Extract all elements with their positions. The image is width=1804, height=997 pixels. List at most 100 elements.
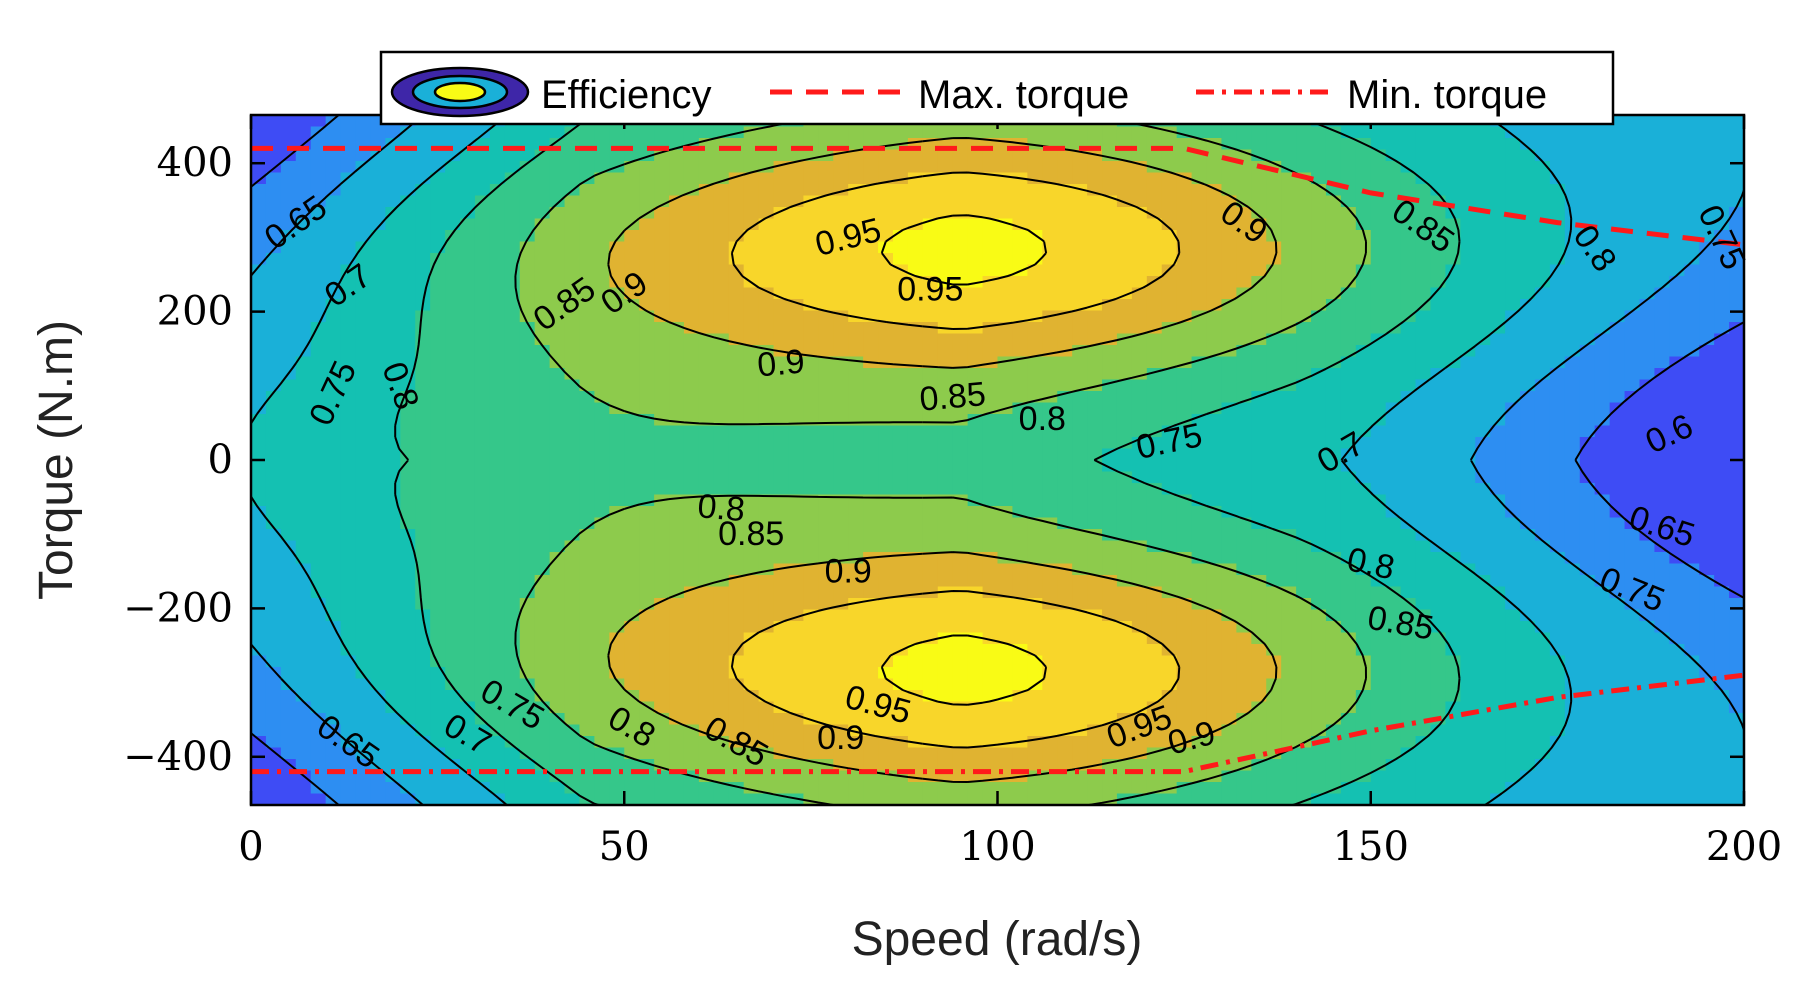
contour-fill-cell [430, 609, 446, 622]
contour-fill-cell [1534, 644, 1551, 657]
contour-fill-cell [728, 149, 745, 162]
contour-fill-cell [1340, 345, 1357, 358]
contour-fill-cell [1325, 207, 1342, 220]
contour-fill-cell [400, 678, 416, 691]
contour-fill-cell [683, 563, 700, 576]
contour-fill-cell [400, 644, 416, 657]
contour-fill-cell [579, 483, 595, 496]
contour-fill-cell [818, 563, 834, 576]
contour-fill-cell [370, 253, 386, 266]
contour-fill-cell [325, 598, 342, 611]
contour-fill-cell [1549, 471, 1566, 484]
contour-fill-cell [1131, 356, 1148, 369]
contour-fill-cell [415, 264, 431, 277]
contour-fill-cell [1311, 483, 1327, 496]
contour-fill-cell [1027, 287, 1043, 300]
contour-fill-cell [519, 356, 536, 369]
contour-fill-cell [1729, 368, 1745, 381]
contour-fill-cell [385, 402, 401, 415]
contour-fill-cell [1355, 471, 1372, 484]
contour-fill-cell [698, 644, 715, 657]
contour-fill-cell [848, 207, 864, 220]
contour-fill-cell [1699, 264, 1715, 277]
contour-fill-cell [1296, 483, 1312, 496]
contour-fill-cell [639, 333, 655, 346]
contour-fill-cell [1191, 299, 1208, 312]
contour-fill-cell [818, 667, 834, 680]
contour-fill-cell [415, 471, 431, 484]
contour-fill-cell [1534, 586, 1551, 599]
contour-fill-cell [1669, 264, 1685, 277]
contour-fill-cell [1549, 333, 1566, 346]
contour-fill-cell [280, 529, 297, 542]
contour-fill-cell [1296, 218, 1312, 231]
contour-fill-cell [1206, 655, 1223, 668]
contour-fill-cell [922, 161, 939, 174]
contour-fill-cell [1639, 310, 1656, 323]
contour-fill-cell [952, 425, 969, 438]
contour-fill-cell [1460, 391, 1476, 404]
contour-fill-cell [803, 644, 819, 657]
contour-fill-cell [1520, 218, 1536, 231]
contour-fill-cell [310, 345, 327, 358]
contour-fill-cell [1669, 402, 1685, 415]
contour-fill-cell [1490, 678, 1506, 691]
contour-fill-cell [952, 471, 969, 484]
contour-fill-cell [1669, 161, 1685, 174]
contour-fill-cell [654, 402, 670, 415]
contour-fill-cell [415, 414, 431, 427]
contour-fill-cell [922, 126, 939, 139]
contour-fill-cell [385, 552, 401, 565]
contour-fill-cell [773, 241, 790, 254]
contour-fill-cell [549, 218, 566, 231]
contour-fill-cell [1221, 644, 1237, 657]
contour-fill-cell [892, 494, 909, 507]
contour-fill-cell [1654, 218, 1670, 231]
contour-fill-cell [385, 586, 401, 599]
contour-fill-cell [1087, 379, 1103, 392]
contour-fill-cell [922, 563, 939, 576]
contour-fill-cell [1385, 345, 1402, 358]
contour-fill-cell [788, 529, 805, 542]
contour-fill-cell [639, 655, 655, 668]
contour-fill-cell [1325, 563, 1342, 576]
contour-fill-cell [355, 368, 372, 381]
contour-fill-cell [1579, 310, 1596, 323]
contour-fill-cell [698, 322, 715, 335]
contour-fill-cell [400, 563, 416, 576]
contour-fill-cell [415, 598, 431, 611]
contour-fill-cell [1669, 287, 1685, 300]
contour-fill-cell [594, 586, 610, 599]
contour-fill-cell [489, 287, 506, 300]
contour-fill-cell [1266, 529, 1282, 542]
contour-fill-cell [415, 391, 431, 404]
contour-fill-cell [1505, 402, 1521, 415]
contour-fill-cell [1072, 126, 1088, 139]
contour-fill-cell [1116, 460, 1133, 473]
contour-fill-cell [1714, 322, 1730, 335]
contour-fill-cell [1281, 368, 1297, 381]
contour-fill-cell [952, 299, 969, 312]
contour-fill-cell [1415, 230, 1432, 243]
contour-fill-cell [1311, 678, 1327, 691]
contour-fill-cell [1505, 667, 1521, 680]
contour-fill-cell [1176, 632, 1193, 645]
contour-fill-cell [818, 345, 834, 358]
contour-fill-cell [549, 506, 566, 519]
contour-fill-cell [430, 632, 446, 645]
contour-fill-cell [445, 207, 461, 220]
contour-fill-cell [1370, 161, 1387, 174]
contour-fill-cell [340, 563, 357, 576]
contour-fill-cell [295, 333, 312, 346]
contour-fill-cell [460, 575, 476, 588]
contour-fill-cell [1311, 632, 1327, 645]
contour-fill-cell [1340, 483, 1357, 496]
contour-fill-cell [907, 333, 924, 346]
contour-fill-cell [1415, 563, 1432, 576]
contour-fill-cell [848, 264, 864, 277]
contour-fill-cell [1669, 586, 1685, 599]
contour-fill-cell [1475, 621, 1491, 634]
contour-fill-cell [967, 448, 984, 461]
contour-fill-cell [1729, 333, 1745, 346]
contour-fill-cell [818, 425, 834, 438]
